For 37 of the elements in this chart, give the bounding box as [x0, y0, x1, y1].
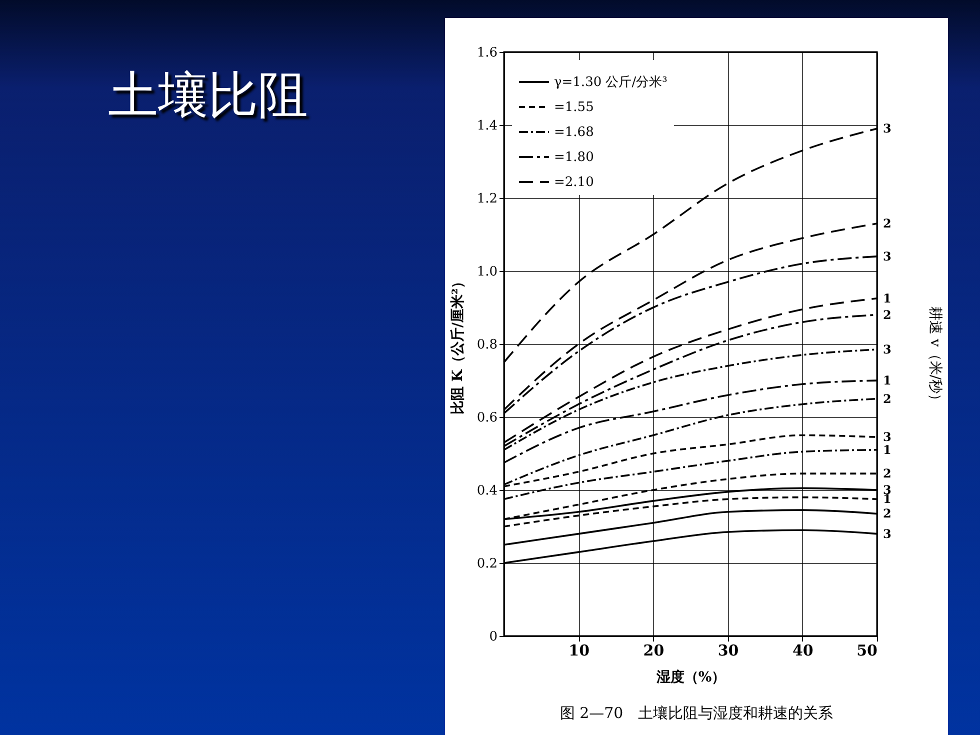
chart-title: 土壤比阻: [108, 65, 308, 126]
text: 2: [883, 308, 892, 322]
x-tick-label: 40: [792, 642, 814, 660]
text: 2: [883, 466, 892, 481]
text: 耕速 v（米/秒）: [926, 305, 944, 410]
y-tick-label: 1.2: [476, 192, 498, 206]
text: 3: [883, 526, 892, 541]
y-tick-label: 0.8: [476, 338, 498, 352]
legend-label: =2.10: [554, 175, 594, 190]
text: 1: [883, 442, 892, 457]
x-tick-label: 10: [568, 642, 590, 660]
y-tick-label: 1.0: [476, 264, 498, 280]
x-tick-label: 30: [718, 642, 739, 660]
text: 3: [883, 430, 892, 444]
legend-label: =1.80: [554, 150, 594, 165]
y-tick-label: 1.6: [476, 46, 498, 60]
text: 2: [883, 392, 892, 406]
text: 1: [883, 374, 892, 388]
text: 2: [883, 506, 892, 521]
text: 3: [883, 342, 892, 356]
x-axis-title: 湿度（%）: [655, 668, 726, 686]
text: 3: [883, 122, 892, 136]
x-tick-label: 50: [856, 642, 878, 660]
legend-label: =1.68: [554, 125, 594, 140]
y-tick-label: 0.4: [476, 484, 498, 498]
text: 3: [883, 249, 892, 264]
legend-label: =1.55: [554, 100, 594, 115]
y-tick-label: 0.6: [476, 410, 498, 426]
y-tick-label: 0: [489, 630, 498, 644]
caption: 图 2—70 土壤比阻与湿度和耕速的关系: [558, 704, 834, 723]
text: 1: [883, 291, 892, 306]
y-axis-title: 比阻 K（公斤/厘米²）: [448, 274, 466, 415]
text: 2: [883, 216, 892, 231]
y-tick-label: 0.2: [476, 556, 498, 572]
x-tick-label: 20: [643, 642, 664, 660]
legend-label: γ=1.30 公斤/分米³: [554, 75, 668, 90]
y-tick-label: 1.4: [476, 118, 498, 134]
